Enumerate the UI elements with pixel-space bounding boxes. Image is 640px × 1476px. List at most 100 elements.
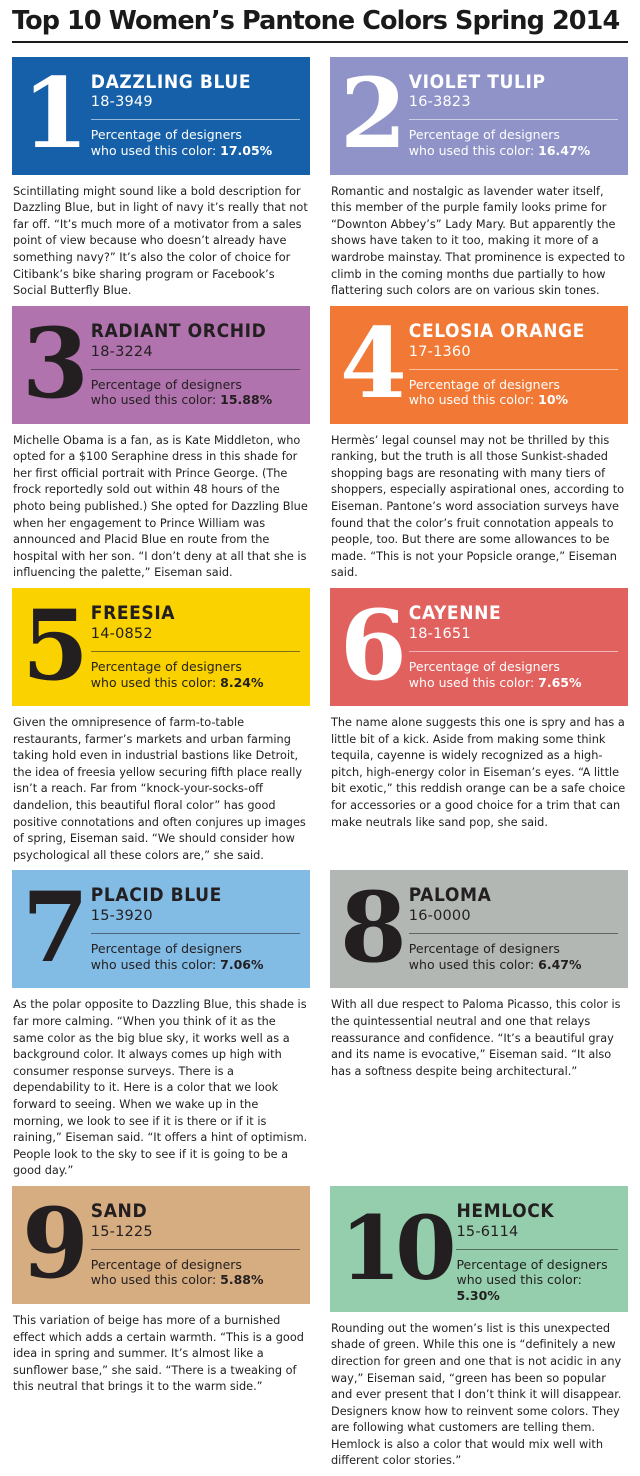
- color-card: 8 PALOMA 16-0000 Percentage of designers who…: [330, 870, 628, 1180]
- percentage-value: 15.88%: [220, 392, 273, 408]
- color-card: 10 HEMLOCK 15-6114 Percentage of designers w…: [330, 1185, 628, 1470]
- percentage-label-line1: Percentage of designers: [90, 941, 242, 957]
- percentage-prefix: who used this color:: [90, 143, 221, 159]
- color-name: CELOSIA ORANGE: [408, 319, 585, 342]
- percentage-value: 10%: [538, 392, 569, 408]
- percentage-label-line2: who used this color: 15.88%: [91, 392, 300, 408]
- color-info: VIOLET TULIP 16-3823 Percentage of designe…: [408, 63, 618, 167]
- color-description: Given the omnipresence of farm-to-table …: [13, 716, 306, 862]
- percentage-block: Percentage of designers who used this col…: [91, 377, 300, 408]
- percentage-value: 6.47%: [538, 956, 582, 972]
- color-description: Hermès’ legal counsel may not be thrille…: [331, 433, 625, 580]
- percentage-block: Percentage of designers who used this col…: [409, 127, 618, 158]
- color-description: Scintillating might sound like a bold de…: [13, 184, 308, 298]
- color-code: 18-3224: [90, 343, 153, 360]
- rank-number: 8: [340, 871, 407, 985]
- color-swatch: 10 HEMLOCK 15-6114 Percentage of designers w…: [330, 1185, 628, 1312]
- percentage-label-line2: who used this color: 17.05%: [91, 143, 300, 159]
- percentage-prefix: who used this color:: [90, 674, 221, 690]
- percentage-label-line2: who used this color: 5.88%: [91, 1272, 300, 1288]
- color-description: As the polar opposite to Dazzling Blue, …: [13, 998, 308, 1178]
- color-code: 15-1225: [90, 1223, 153, 1240]
- rank-number: 1: [22, 57, 89, 171]
- percentage-value: 17.05%: [220, 143, 273, 159]
- color-swatch: 1 DAZZLING BLUE 18-3949 Percentage of desig…: [12, 56, 310, 175]
- color-card: 6 CAYENNE 18-1651 Percentage of designers wh…: [330, 588, 628, 864]
- color-code: 15-3920: [90, 908, 153, 925]
- percentage-label-line1: Percentage of designers: [90, 376, 242, 392]
- percentage-prefix: who used this color:: [408, 956, 539, 972]
- info-divider: [90, 119, 300, 121]
- percentage-prefix: who used this color:: [90, 1272, 221, 1288]
- percentage-label-line1: Percentage of designers: [90, 127, 242, 143]
- color-name: PALOMA: [408, 884, 492, 907]
- percentage-label-line1: Percentage of designers: [408, 941, 560, 957]
- color-name: HEMLOCK: [456, 1199, 555, 1222]
- color-code: 18-1651: [408, 625, 471, 642]
- color-card: 2 VIOLET TULIP 16-3823 Percentage of design…: [330, 56, 628, 300]
- infographic-page: Top 10 Women’s Pantone Colors Spring 201…: [12, 0, 628, 1467]
- color-card: 5 FREESIA 14-0852 Percentage of designers wh…: [12, 588, 310, 864]
- percentage-prefix: who used this color:: [90, 392, 221, 408]
- rank-number: 9: [22, 1186, 89, 1300]
- percentage-label-line2: who used this color: 5.30%: [456, 1272, 618, 1303]
- color-card: 7 PLACID BLUE 15-3920 Percentage of designe…: [12, 870, 310, 1180]
- info-divider: [90, 650, 300, 652]
- info-divider: [90, 1248, 300, 1250]
- rank-number: 2: [340, 57, 407, 171]
- color-card: 4 CELOSIA ORANGE 17-1360 Percentage of desi…: [330, 305, 628, 582]
- color-swatch: 4 CELOSIA ORANGE 17-1360 Percentage of desi…: [330, 305, 628, 424]
- percentage-prefix: who used this color:: [90, 956, 221, 972]
- info-divider: [90, 368, 300, 370]
- color-code: 14-0852: [90, 625, 153, 642]
- color-swatch: 5 FREESIA 14-0852 Percentage of designers wh…: [12, 588, 310, 707]
- color-description: Rounding out the women’s list is this un…: [331, 1321, 622, 1468]
- color-description: The name alone suggests this one is spry…: [331, 716, 626, 829]
- info-divider: [456, 1248, 618, 1250]
- page-title: Top 10 Women’s Pantone Colors Spring 201…: [12, 6, 620, 36]
- percentage-block: Percentage of designers who used this col…: [91, 1257, 300, 1288]
- percentage-value: 8.24%: [220, 674, 264, 690]
- color-info: PLACID BLUE 15-3920 Percentage of designer…: [90, 876, 300, 980]
- info-divider: [408, 933, 618, 935]
- percentage-label-line2: who used this color: 10%: [409, 392, 618, 408]
- color-name: PLACID BLUE: [90, 884, 222, 907]
- percentage-block: Percentage of designers who used this col…: [91, 127, 300, 158]
- color-swatch: 2 VIOLET TULIP 16-3823 Percentage of design…: [330, 56, 628, 175]
- color-grid: 1 DAZZLING BLUE 18-3949 Percentage of desig…: [12, 56, 628, 1476]
- color-name: DAZZLING BLUE: [90, 70, 252, 93]
- rank-number: 7: [22, 871, 89, 985]
- color-info: RADIANT ORCHID 18-3224 Percentage of desig…: [90, 312, 300, 416]
- color-code: 16-0000: [408, 908, 471, 925]
- percentage-label-line2: who used this color: 7.06%: [91, 957, 300, 973]
- title-block: Top 10 Women’s Pantone Colors Spring 201…: [12, 0, 628, 47]
- percentage-value: 16.47%: [538, 143, 591, 159]
- color-swatch: 7 PLACID BLUE 15-3920 Percentage of designe…: [12, 870, 310, 989]
- title-divider: [12, 40, 628, 43]
- percentage-label-line2: who used this color: 16.47%: [409, 143, 618, 159]
- rank-number: 5: [22, 588, 89, 702]
- color-info: CELOSIA ORANGE 17-1360 Percentage of desig…: [408, 312, 618, 416]
- percentage-prefix: who used this color:: [408, 674, 539, 690]
- color-card: 1 DAZZLING BLUE 18-3949 Percentage of desig…: [12, 56, 310, 300]
- color-info: DAZZLING BLUE 18-3949 Percentage of design…: [90, 63, 300, 167]
- color-card: 9 SAND 15-1225 Percentage of designers who u…: [12, 1185, 310, 1470]
- percentage-label-line1: Percentage of designers: [408, 127, 560, 143]
- color-description: This variation of beige has more of a bu…: [13, 1313, 304, 1394]
- percentage-prefix: who used this color:: [408, 143, 539, 159]
- color-info: FREESIA 14-0852 Percentage of designers who…: [90, 594, 300, 698]
- rank-number: 4: [340, 306, 407, 420]
- percentage-label-line1: Percentage of designers: [456, 1256, 608, 1272]
- color-info: CAYENNE 18-1651 Percentage of designers who…: [408, 594, 618, 698]
- color-name: SAND: [90, 1199, 148, 1222]
- percentage-prefix: who used this color:: [408, 392, 539, 408]
- percentage-label-line2: who used this color: 7.65%: [409, 675, 618, 691]
- color-info: PALOMA 16-0000 Percentage of designers who …: [408, 876, 618, 980]
- color-code: 16-3823: [408, 94, 471, 111]
- percentage-value: 7.65%: [538, 674, 582, 690]
- color-swatch: 3 RADIANT ORCHID 18-3224 Percentage of desi…: [12, 305, 310, 424]
- info-divider: [408, 650, 618, 652]
- percentage-block: Percentage of designers who used this col…: [91, 659, 300, 690]
- color-info: HEMLOCK 15-6114 Percentage of designers who…: [456, 1192, 618, 1304]
- percentage-label-line1: Percentage of designers: [408, 658, 560, 674]
